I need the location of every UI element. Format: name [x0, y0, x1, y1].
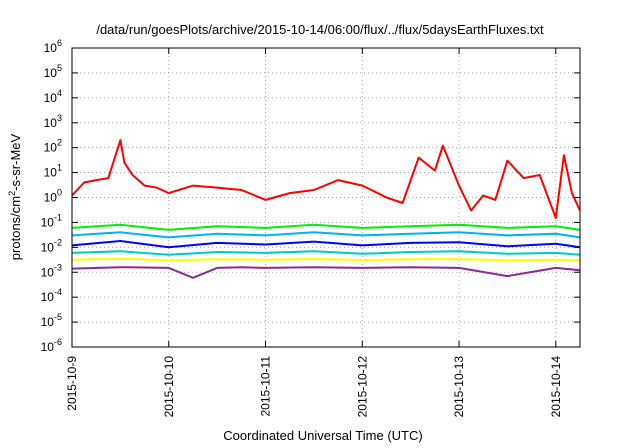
y-tick-label: 10-5	[41, 312, 62, 329]
axes-layer: 10-6 10-5 10-4 10-3 10-2 10-1 100 101 102 103 104 1…	[41, 38, 580, 417]
y-tick-label: 102	[44, 138, 62, 155]
y-tick-label: 10-1	[41, 212, 62, 229]
series-line-1	[71, 139, 581, 219]
series-line-6	[71, 257, 581, 262]
series-layer	[71, 139, 581, 279]
x-tick-label: 2015-10-13	[452, 356, 466, 418]
y-tick-label: 105	[44, 63, 62, 80]
y-tick-label: 10-6	[41, 337, 62, 354]
y-tick-label: 10-2	[41, 237, 62, 254]
y-tick-label: 103	[44, 113, 62, 130]
y-tick-label: 104	[44, 88, 62, 105]
series-line-2	[71, 223, 581, 231]
x-tick-label: 2015-10-14	[549, 356, 563, 418]
chart-title: /data/run/goesPlots/archive/2015-10-14/0…	[96, 22, 544, 37]
y-tick-label: 106	[44, 38, 62, 55]
y-tick-label: 101	[44, 163, 62, 180]
series-line-3	[71, 231, 581, 239]
series-line-7	[71, 266, 581, 279]
series-line-5	[71, 250, 581, 256]
x-tick-label: 2015-10-9	[65, 356, 79, 411]
x-tick-label: 2015-10-10	[162, 356, 176, 418]
series-line-4	[71, 240, 581, 249]
x-tick-label: 2015-10-12	[355, 356, 369, 418]
y-tick-label: 10-4	[41, 287, 62, 304]
x-tick-label: 2015-10-11	[259, 356, 273, 417]
y-tick-label: 100	[44, 188, 62, 205]
x-axis-label: Coordinated Universal Time (UTC)	[223, 428, 422, 443]
y-tick-label: 10-3	[41, 262, 62, 279]
y-axis-label: protons/cm2-s-sr-MeV	[7, 133, 23, 260]
grid-layer	[72, 48, 580, 347]
